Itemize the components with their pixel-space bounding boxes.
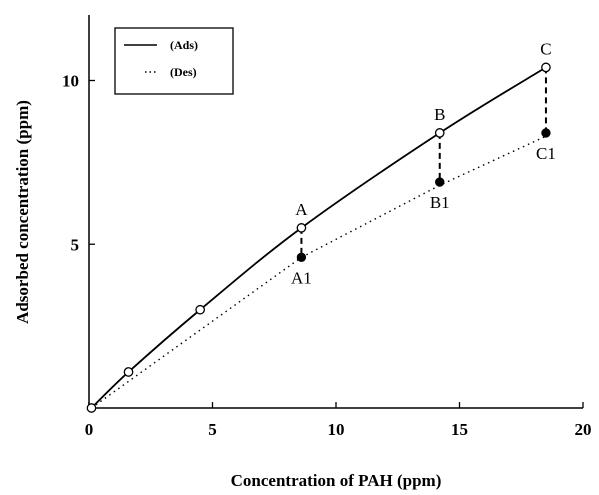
ads-point-marker	[541, 62, 551, 73]
annotation-label: C	[540, 39, 551, 58]
y-axis-title: Adsorbed concentration (ppm)	[13, 100, 32, 324]
x-tick-label: 5	[208, 420, 217, 439]
y-tick-label: 5	[71, 235, 80, 254]
legend-ads-label: (Ads)	[170, 38, 198, 52]
data-markers	[86, 62, 551, 413]
x-tick-label: 10	[328, 420, 345, 439]
annotation-label: A1	[291, 268, 312, 287]
des-series-line	[91, 135, 547, 409]
x-tick-label: 0	[85, 420, 94, 439]
desorption-connectors	[300, 67, 547, 258]
y-tick-label: 10	[62, 72, 79, 91]
ads-point-marker	[434, 128, 445, 138]
ads-series-line	[90, 66, 547, 409]
des-point-marker	[435, 177, 445, 187]
ads-point-marker	[296, 223, 307, 233]
ads-point-marker	[195, 304, 205, 315]
adsorption-line	[90, 66, 547, 409]
x-tick-label: 20	[575, 420, 592, 439]
legend-des-label: (Des)	[170, 65, 197, 79]
legend: (Ads) (Des)	[114, 27, 234, 95]
x-ticks: 0 5 10 15 20	[85, 402, 592, 439]
desorption-lines	[91, 135, 547, 409]
des-point-marker	[541, 128, 551, 138]
annotation-label: A	[295, 200, 308, 219]
annotation-label: C1	[536, 144, 556, 163]
annotation-label: B	[434, 105, 445, 124]
des-point-marker	[296, 252, 307, 263]
legend-box	[114, 27, 234, 95]
ads-point-marker	[86, 403, 97, 413]
ads-point-marker	[123, 367, 134, 377]
x-tick-label: 15	[451, 420, 468, 439]
annotation-label: B1	[430, 193, 450, 212]
point-annotations: A A1 B B1 C C1	[291, 39, 556, 287]
y-ticks: 5 10	[62, 72, 95, 254]
x-axis-title: Concentration of PAH (ppm)	[231, 471, 442, 490]
